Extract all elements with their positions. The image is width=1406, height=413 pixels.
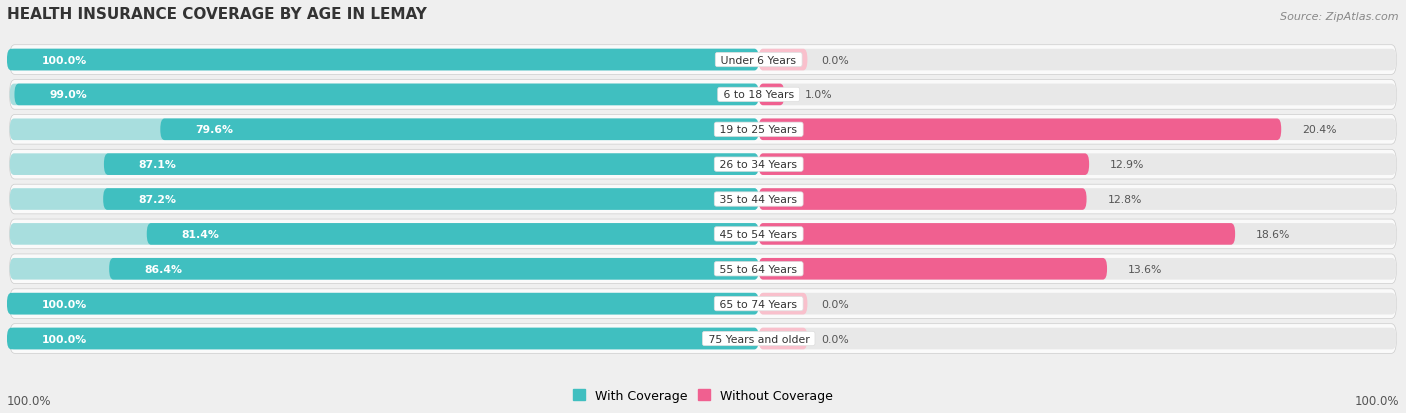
FancyBboxPatch shape <box>14 84 759 106</box>
FancyBboxPatch shape <box>10 324 1396 354</box>
Text: 45 to 54 Years: 45 to 54 Years <box>717 229 801 239</box>
FancyBboxPatch shape <box>10 289 1396 319</box>
Text: 100.0%: 100.0% <box>1354 394 1399 407</box>
FancyBboxPatch shape <box>759 293 807 315</box>
Text: 20.4%: 20.4% <box>1302 125 1337 135</box>
FancyBboxPatch shape <box>7 293 759 315</box>
FancyBboxPatch shape <box>10 119 759 141</box>
Text: 12.8%: 12.8% <box>1108 195 1142 204</box>
Text: 12.9%: 12.9% <box>1109 160 1144 170</box>
Text: 26 to 34 Years: 26 to 34 Years <box>717 160 801 170</box>
FancyBboxPatch shape <box>10 259 759 280</box>
FancyBboxPatch shape <box>759 223 1396 245</box>
Text: 79.6%: 79.6% <box>195 125 233 135</box>
Legend: With Coverage, Without Coverage: With Coverage, Without Coverage <box>568 384 838 407</box>
Text: 19 to 25 Years: 19 to 25 Years <box>717 125 801 135</box>
Text: 100.0%: 100.0% <box>42 299 87 309</box>
FancyBboxPatch shape <box>10 81 1396 110</box>
FancyBboxPatch shape <box>10 189 759 210</box>
Text: 35 to 44 Years: 35 to 44 Years <box>717 195 801 204</box>
FancyBboxPatch shape <box>146 223 759 245</box>
Text: 75 Years and older: 75 Years and older <box>704 334 813 344</box>
FancyBboxPatch shape <box>759 154 1090 176</box>
FancyBboxPatch shape <box>759 84 1396 106</box>
Text: 87.2%: 87.2% <box>138 195 176 204</box>
FancyBboxPatch shape <box>759 50 1396 71</box>
FancyBboxPatch shape <box>10 154 759 176</box>
Text: 0.0%: 0.0% <box>821 55 849 65</box>
Text: Under 6 Years: Under 6 Years <box>717 55 800 65</box>
FancyBboxPatch shape <box>10 220 1396 249</box>
FancyBboxPatch shape <box>759 119 1396 141</box>
Text: Source: ZipAtlas.com: Source: ZipAtlas.com <box>1281 12 1399 21</box>
FancyBboxPatch shape <box>759 189 1396 210</box>
Text: 100.0%: 100.0% <box>42 334 87 344</box>
FancyBboxPatch shape <box>759 259 1396 280</box>
FancyBboxPatch shape <box>110 259 759 280</box>
FancyBboxPatch shape <box>759 189 1087 210</box>
FancyBboxPatch shape <box>10 328 759 349</box>
FancyBboxPatch shape <box>10 115 1396 145</box>
Text: 65 to 74 Years: 65 to 74 Years <box>717 299 801 309</box>
FancyBboxPatch shape <box>10 254 1396 284</box>
FancyBboxPatch shape <box>759 328 1396 349</box>
Text: 6 to 18 Years: 6 to 18 Years <box>720 90 797 100</box>
Text: 0.0%: 0.0% <box>821 299 849 309</box>
FancyBboxPatch shape <box>759 223 1234 245</box>
FancyBboxPatch shape <box>759 84 785 106</box>
Text: 100.0%: 100.0% <box>7 394 52 407</box>
FancyBboxPatch shape <box>759 119 1281 141</box>
FancyBboxPatch shape <box>10 150 1396 180</box>
Text: 1.0%: 1.0% <box>806 90 832 100</box>
Text: 55 to 64 Years: 55 to 64 Years <box>717 264 801 274</box>
FancyBboxPatch shape <box>10 293 759 315</box>
FancyBboxPatch shape <box>7 50 759 71</box>
Text: 13.6%: 13.6% <box>1128 264 1163 274</box>
FancyBboxPatch shape <box>759 293 1396 315</box>
FancyBboxPatch shape <box>10 223 759 245</box>
Text: 81.4%: 81.4% <box>181 229 219 239</box>
FancyBboxPatch shape <box>759 259 1107 280</box>
FancyBboxPatch shape <box>759 328 807 349</box>
FancyBboxPatch shape <box>10 185 1396 214</box>
Text: 87.1%: 87.1% <box>139 160 177 170</box>
FancyBboxPatch shape <box>103 189 759 210</box>
FancyBboxPatch shape <box>10 45 1396 75</box>
FancyBboxPatch shape <box>104 154 759 176</box>
FancyBboxPatch shape <box>759 154 1396 176</box>
Text: 86.4%: 86.4% <box>143 264 181 274</box>
FancyBboxPatch shape <box>7 328 759 349</box>
Text: 0.0%: 0.0% <box>821 334 849 344</box>
Text: 100.0%: 100.0% <box>42 55 87 65</box>
Text: 99.0%: 99.0% <box>49 90 87 100</box>
FancyBboxPatch shape <box>759 50 807 71</box>
FancyBboxPatch shape <box>10 84 759 106</box>
Text: 18.6%: 18.6% <box>1256 229 1291 239</box>
Text: HEALTH INSURANCE COVERAGE BY AGE IN LEMAY: HEALTH INSURANCE COVERAGE BY AGE IN LEMA… <box>7 7 427 21</box>
FancyBboxPatch shape <box>160 119 759 141</box>
FancyBboxPatch shape <box>10 50 759 71</box>
